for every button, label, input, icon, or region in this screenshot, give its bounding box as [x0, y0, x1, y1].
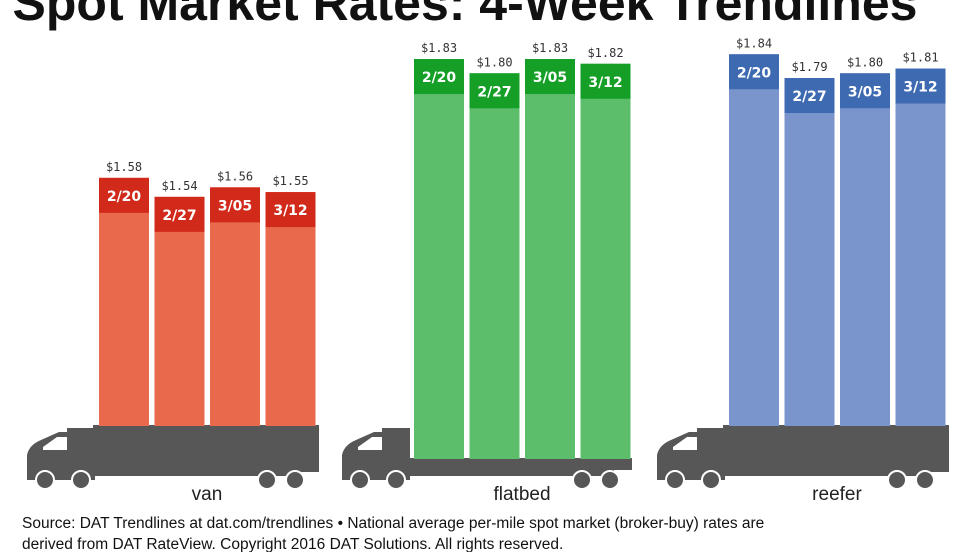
bar-header	[414, 59, 464, 95]
wheel	[572, 470, 592, 490]
x-tick-label: 3/12	[588, 75, 622, 91]
value-label: $1.81	[902, 51, 938, 65]
trailer	[723, 425, 949, 472]
value-label: $1.83	[421, 41, 457, 55]
bar	[895, 68, 946, 426]
bar-header	[210, 187, 260, 223]
bar	[414, 59, 464, 460]
footnote: derived from DAT RateView. Copyright 201…	[22, 536, 563, 552]
bar-header	[895, 68, 946, 104]
x-tick-label: 2/20	[422, 70, 457, 86]
x-tick-label: 3/05	[533, 70, 567, 86]
bar-header	[729, 54, 779, 90]
bar-header	[784, 78, 835, 114]
truck-cab	[27, 428, 95, 480]
value-label: $1.58	[106, 160, 142, 174]
bar-header	[469, 73, 520, 109]
bar-header	[525, 59, 575, 95]
bar	[784, 78, 835, 426]
value-label: $1.83	[532, 41, 568, 55]
bar-header	[99, 177, 149, 213]
truck-frame	[69, 468, 299, 476]
bar	[729, 54, 779, 427]
wheel	[386, 470, 406, 490]
bar	[840, 73, 890, 426]
group-label: reefer	[812, 484, 862, 505]
x-tick-label: 2/20	[107, 189, 142, 205]
truck-window	[673, 437, 697, 450]
x-tick-label: 2/27	[162, 208, 196, 224]
bar	[154, 196, 205, 426]
x-tick-label: 2/27	[477, 84, 511, 100]
footnote: Source: DAT Trendlines at dat.com/trendl…	[22, 515, 764, 532]
group-label: flatbed	[493, 484, 550, 505]
truck-frame	[699, 468, 929, 476]
wheel	[665, 470, 685, 490]
x-tick-label: 2/27	[792, 89, 826, 105]
value-label: $1.79	[791, 60, 827, 74]
value-label: $1.82	[587, 46, 623, 60]
wheel	[887, 470, 907, 490]
bar	[525, 59, 575, 460]
value-label: $1.84	[736, 36, 772, 50]
x-tick-label: 3/05	[848, 84, 882, 100]
bar-header	[840, 73, 890, 109]
wheel	[701, 470, 721, 490]
chart-title: Spot Market Rates: 4-Week Trendlines	[13, 0, 918, 31]
wheel	[600, 470, 620, 490]
wheel	[71, 470, 91, 490]
wheel	[257, 470, 277, 490]
bar	[469, 73, 520, 459]
value-label: $1.80	[847, 55, 883, 69]
bar-header	[265, 192, 316, 228]
wheel	[285, 470, 305, 490]
trailer	[93, 425, 319, 472]
group-label: van	[192, 484, 223, 505]
wheel	[350, 470, 370, 490]
truck-cab	[342, 428, 410, 480]
truck-cab	[657, 428, 725, 480]
wheel	[35, 470, 55, 490]
wheel	[915, 470, 935, 490]
value-label: $1.54	[161, 179, 197, 193]
x-tick-label: 3/05	[218, 198, 252, 214]
value-label: $1.80	[476, 55, 512, 69]
bar	[580, 63, 631, 459]
truck-window	[43, 437, 67, 450]
truck-window	[358, 437, 382, 450]
truck-frame	[384, 468, 614, 476]
value-label: $1.56	[217, 169, 253, 183]
bar	[265, 192, 316, 426]
x-tick-label: 3/12	[273, 203, 307, 219]
bar-header	[580, 63, 631, 99]
bar-header	[154, 196, 205, 232]
bar	[210, 187, 260, 426]
bar	[99, 177, 149, 426]
x-tick-label: 3/12	[903, 80, 937, 96]
trailer	[408, 458, 632, 470]
value-label: $1.55	[272, 174, 308, 188]
x-tick-label: 2/20	[737, 65, 772, 81]
